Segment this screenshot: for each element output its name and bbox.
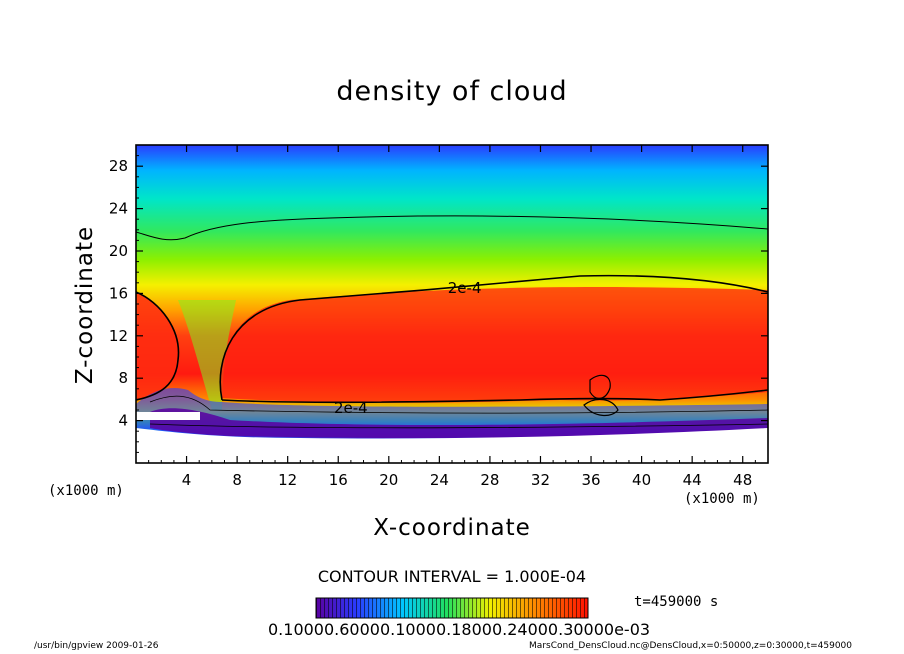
x-tick-label: 20 xyxy=(379,471,398,489)
x-axis: 4 8 12 16 20 24 28 32 36 40 44 48 xyxy=(148,145,756,489)
contour-labels: 2e-4 2e-4 xyxy=(334,279,482,417)
x-tick-label: 16 xyxy=(329,471,348,489)
y-tick-label: 28 xyxy=(109,157,128,175)
x-tick-label: 44 xyxy=(683,471,702,489)
colorbar xyxy=(315,597,589,619)
y-axis: 4 8 12 16 20 24 28 xyxy=(109,155,768,453)
contour-label: 2e-4 xyxy=(448,279,482,297)
x-tick-label: 48 xyxy=(733,471,752,489)
colorbar-labels: 0.10000.60000.10000.18000.24000.30000e-0… xyxy=(268,620,651,639)
x-tick-label: 36 xyxy=(581,471,600,489)
contour-lines xyxy=(136,215,768,429)
y-tick-label: 8 xyxy=(118,369,128,387)
x-axis-label: X-coordinate xyxy=(373,515,531,541)
x-tick-label: 4 xyxy=(182,471,192,489)
y-axis-label: Z-coordinate xyxy=(72,225,98,385)
contour-label: 2e-4 xyxy=(334,399,368,417)
footer-left: /usr/bin/gpview 2009-01-26 xyxy=(34,641,159,651)
y-tick-label: 16 xyxy=(109,284,128,302)
chart-title: density of cloud xyxy=(336,76,568,107)
x-tick-label: 32 xyxy=(531,471,550,489)
y-tick-label: 24 xyxy=(109,200,128,218)
x-tick-label: 8 xyxy=(232,471,242,489)
x-tick-label: 40 xyxy=(632,471,651,489)
x-tick-label: 12 xyxy=(278,471,297,489)
heatmap-field xyxy=(136,145,768,463)
time-stamp: t=459000 s xyxy=(634,594,719,610)
y-unit-label: (x1000 m) xyxy=(48,483,124,499)
contour-interval: CONTOUR INTERVAL = 1.000E-04 xyxy=(317,567,587,586)
x-unit-label: (x1000 m) xyxy=(684,491,760,507)
x-tick-label: 28 xyxy=(480,471,499,489)
x-tick-label: 24 xyxy=(430,471,449,489)
y-tick-label: 12 xyxy=(109,327,128,345)
y-tick-label: 20 xyxy=(109,242,128,260)
y-tick-label: 4 xyxy=(118,412,128,430)
footer-right: MarsCond_DensCloud.nc@DensCloud,x=0:5000… xyxy=(529,641,852,651)
